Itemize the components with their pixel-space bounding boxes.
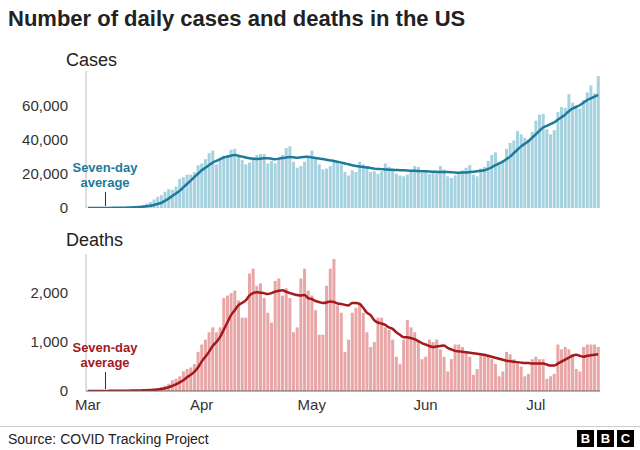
svg-text:40,000: 40,000 [22, 131, 68, 148]
svg-text:May: May [298, 396, 327, 413]
svg-text:20,000: 20,000 [22, 165, 68, 182]
svg-text:Mar: Mar [75, 396, 101, 413]
html-text:C: C [620, 431, 631, 446]
svg-text:0: 0 [60, 199, 68, 216]
html-text:average: average [80, 355, 130, 370]
svg-text:Jul: Jul [526, 396, 545, 413]
html-text:B: B [580, 431, 591, 446]
svg-text:Apr: Apr [190, 396, 213, 413]
html-text:Deaths: Deaths [66, 230, 123, 250]
svg-text:60,000: 60,000 [22, 97, 68, 114]
html-text:Seven-day: Seven-day [72, 340, 138, 355]
svg-text:0: 0 [60, 382, 68, 399]
html-text:Source: COVID Tracking Project: Source: COVID Tracking Project [8, 431, 209, 447]
html-text:Number of daily cases and deat: Number of daily cases and deaths in the … [8, 6, 466, 31]
html-text:Cases: Cases [66, 50, 117, 70]
svg-text:2,000: 2,000 [30, 284, 68, 301]
html-text:B: B [600, 431, 611, 446]
html-text:Seven-day: Seven-day [72, 160, 138, 175]
html-text:average: average [80, 175, 130, 190]
svg-text:Jun: Jun [414, 396, 438, 413]
svg-text:1,000: 1,000 [30, 333, 68, 350]
